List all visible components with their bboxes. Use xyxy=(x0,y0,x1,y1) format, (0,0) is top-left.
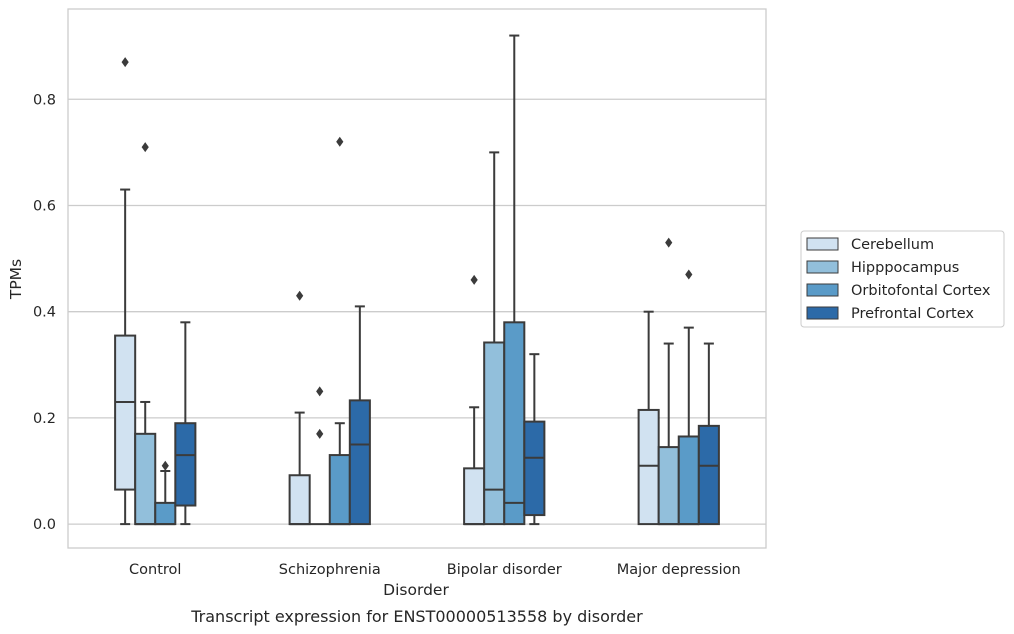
legend-entry: Orbitofontal Cortex xyxy=(851,283,991,299)
box-cerebellum xyxy=(637,310,660,526)
box-body xyxy=(288,474,311,526)
y-tick-label: 0.2 xyxy=(33,411,56,427)
box-body xyxy=(154,501,177,526)
plot-frame xyxy=(67,8,767,549)
outlier-marker xyxy=(316,386,324,397)
box-body xyxy=(328,454,351,526)
outlier-marker xyxy=(296,290,304,301)
y-tick-label: 0.0 xyxy=(33,517,56,533)
legend-entry: Prefrontal Cortex xyxy=(851,306,974,322)
box-body xyxy=(637,408,660,526)
outlier-marker xyxy=(316,428,324,439)
outlier-marker xyxy=(470,274,478,285)
outlier-marker xyxy=(685,269,693,280)
box-body xyxy=(697,424,720,526)
box-orbitofontal-cortex xyxy=(677,269,700,526)
box-series xyxy=(114,34,720,526)
y-axis-ticks: 0.0 0.2 0.4 0.6 0.8 xyxy=(33,92,56,533)
box-cerebellum xyxy=(463,274,486,526)
y-axis-label: TPMs xyxy=(7,259,25,300)
box-prefrontal-cortex xyxy=(697,342,720,526)
box-hipppocampus xyxy=(309,386,330,526)
y-tick-label: 0.8 xyxy=(33,92,56,108)
x-tick-label: Schizophrenia xyxy=(279,562,381,578)
box-body xyxy=(463,467,486,526)
x-tick-label: Control xyxy=(129,562,181,578)
box-body xyxy=(503,321,526,526)
legend-swatch xyxy=(806,237,839,251)
box-prefrontal-cortex xyxy=(348,305,371,526)
legend-entry: Cerebellum xyxy=(851,237,934,253)
x-tick-label: Major depression xyxy=(617,562,741,578)
box-body xyxy=(677,435,700,526)
legend-swatch xyxy=(806,260,839,274)
box-cerebellum xyxy=(114,57,137,526)
y-tick-label: 0.4 xyxy=(33,305,56,321)
box-orbitofontal-cortex xyxy=(154,460,177,526)
legend-frame xyxy=(800,230,1005,328)
outlier-marker xyxy=(121,57,129,68)
x-axis-label: Disorder xyxy=(383,581,449,599)
box-body xyxy=(657,446,680,526)
box-body xyxy=(134,432,157,526)
box-body xyxy=(174,422,197,507)
box-hipppocampus xyxy=(483,151,506,526)
outlier-marker xyxy=(665,237,673,248)
x-axis-ticks: Control Schizophrenia Bipolar disorder Majo… xyxy=(129,562,741,578)
box-body xyxy=(523,420,546,517)
x-tick-label: Bipolar disorder xyxy=(447,562,562,578)
box-prefrontal-cortex xyxy=(174,321,197,526)
box-body xyxy=(348,399,371,526)
legend-swatch xyxy=(806,306,839,320)
outlier-marker xyxy=(141,142,149,153)
box-orbitofontal-cortex xyxy=(328,136,351,526)
box-cerebellum xyxy=(288,290,311,526)
box-prefrontal-cortex xyxy=(523,353,546,526)
box-orbitofontal-cortex xyxy=(503,34,526,526)
chart-caption: Transcript expression for ENST0000051355… xyxy=(190,607,643,626)
box-hipppocampus xyxy=(134,142,157,526)
outlier-marker xyxy=(161,460,169,471)
legend-swatch xyxy=(806,283,839,297)
legend: Cerebellum Hipppocampus Orbitofontal Corte… xyxy=(800,230,1005,328)
box-hipppocampus xyxy=(657,237,680,526)
outlier-marker xyxy=(336,136,344,147)
box-body xyxy=(114,334,137,491)
y-tick-label: 0.6 xyxy=(33,198,56,214)
legend-entry: Hipppocampus xyxy=(851,260,959,276)
box-body xyxy=(483,341,506,526)
